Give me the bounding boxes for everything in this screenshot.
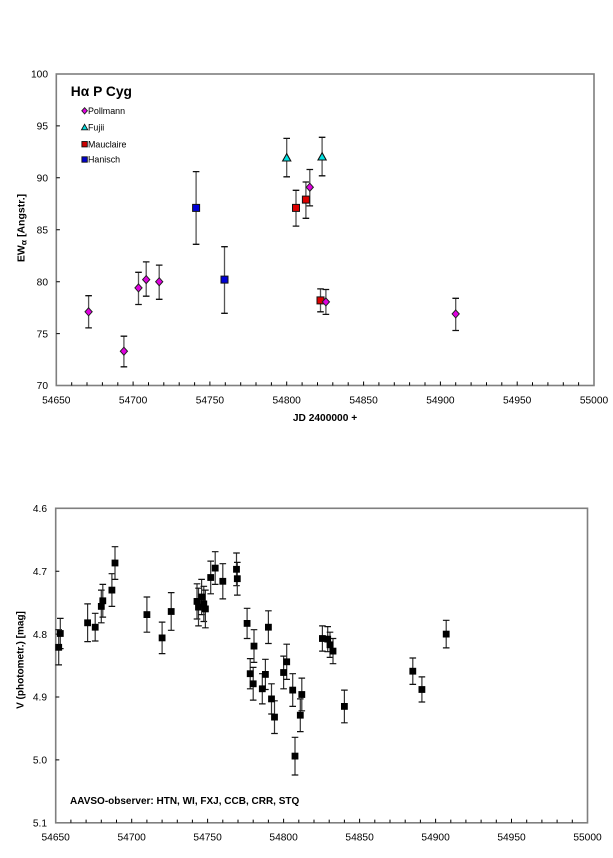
svg-text:75: 75 <box>37 329 49 340</box>
svg-text:Mauclaire: Mauclaire <box>88 139 127 149</box>
svg-text:4.7: 4.7 <box>33 567 47 578</box>
svg-text:Hanisch: Hanisch <box>88 155 120 165</box>
svg-text:55000: 55000 <box>580 396 609 407</box>
svg-text:54700: 54700 <box>119 396 148 407</box>
svg-text:54900: 54900 <box>426 396 455 407</box>
svg-text:80: 80 <box>37 277 49 288</box>
svg-text:EWα [Angstr.]: EWα [Angstr.] <box>16 194 29 262</box>
svg-text:4.8: 4.8 <box>33 630 47 641</box>
svg-text:Fujii: Fujii <box>88 123 104 133</box>
svg-text:54950: 54950 <box>497 833 526 844</box>
svg-text:AAVSO-observer: HTN, WI, FXJ,: AAVSO-observer: HTN, WI, FXJ, CCB, CRR, … <box>70 796 300 807</box>
svg-text:54650: 54650 <box>42 833 71 844</box>
svg-text:Pollmann: Pollmann <box>88 106 125 116</box>
svg-text:5.1: 5.1 <box>33 819 47 830</box>
svg-text:54900: 54900 <box>421 833 450 844</box>
svg-text:70: 70 <box>37 381 49 392</box>
svg-text:JD 2400000 +: JD 2400000 + <box>293 413 357 424</box>
svg-text:4.9: 4.9 <box>33 693 47 704</box>
svg-text:54700: 54700 <box>118 833 147 844</box>
svg-text:55000: 55000 <box>573 833 602 844</box>
svg-text:V (photometr.) [mag]: V (photometr.) [mag] <box>16 611 27 709</box>
svg-text:54850: 54850 <box>345 833 374 844</box>
svg-text:Hα P Cyg: Hα P Cyg <box>71 84 132 99</box>
svg-text:54950: 54950 <box>503 396 532 407</box>
svg-text:4.6: 4.6 <box>33 504 47 515</box>
svg-text:95: 95 <box>37 122 49 133</box>
svg-text:5.0: 5.0 <box>33 756 47 767</box>
svg-text:54650: 54650 <box>42 396 71 407</box>
svg-text:100: 100 <box>31 70 48 81</box>
svg-text:54800: 54800 <box>269 833 298 844</box>
svg-text:54750: 54750 <box>193 833 222 844</box>
svg-text:54800: 54800 <box>273 396 302 407</box>
svg-text:85: 85 <box>37 225 49 236</box>
svg-text:54850: 54850 <box>349 396 378 407</box>
svg-text:90: 90 <box>37 174 49 185</box>
svg-text:54750: 54750 <box>196 396 225 407</box>
